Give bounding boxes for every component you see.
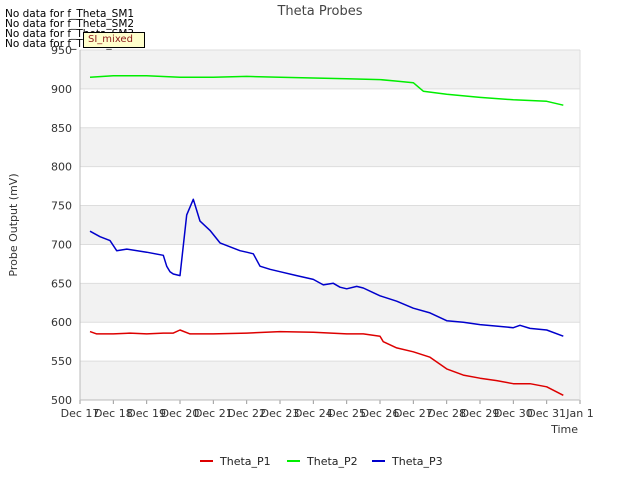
x-tick-label: Dec 31	[527, 407, 566, 420]
y-tick-label: 800	[51, 161, 72, 174]
x-tick-label: Dec 22	[227, 407, 266, 420]
x-tick-label: Dec 29	[461, 407, 500, 420]
series-line-theta-p3	[89, 198, 564, 337]
x-tick-label: Dec 27	[394, 407, 433, 420]
x-tick-label: Dec 18	[94, 407, 133, 420]
x-axis-label: Time	[550, 423, 578, 436]
legend-label: Theta_P3	[391, 455, 443, 468]
x-tick-label: Dec 25	[327, 407, 366, 420]
no-data-note: No data for f_Theta_SM2	[5, 18, 135, 30]
y-tick-label: 700	[51, 238, 72, 251]
x-tick-label: Dec 24	[294, 407, 333, 420]
x-tick-label: Dec 30	[494, 407, 533, 420]
x-tick-label: Dec 23	[261, 407, 300, 420]
y-tick-label: 500	[51, 394, 72, 407]
mixed-badge: SI_mixed	[83, 32, 145, 48]
y-tick-label: 600	[51, 316, 72, 329]
y-axis-label: Probe Output (mV)	[7, 173, 20, 276]
x-tick-label: Jan 1	[565, 407, 593, 420]
y-tick-label: 900	[51, 83, 72, 96]
grid-band	[80, 205, 580, 245]
legend-label: Theta_P1	[219, 455, 271, 468]
y-tick-label: 650	[51, 277, 72, 290]
legend-label: Theta_P2	[306, 455, 358, 468]
grid-band	[80, 127, 580, 167]
y-tick-label: 850	[51, 122, 72, 135]
y-tick-label: 550	[51, 355, 72, 368]
x-tick-label: Dec 20	[161, 407, 200, 420]
y-tick-label: 750	[51, 200, 72, 213]
x-tick-label: Dec 26	[361, 407, 400, 420]
grid-band	[80, 50, 580, 89]
grid-band	[80, 283, 580, 323]
series-line-theta-p2	[89, 74, 564, 106]
x-tick-label: Dec 28	[427, 407, 466, 420]
y-tick-label: 950	[51, 44, 72, 57]
x-tick-label: Dec 21	[194, 407, 233, 420]
chart-title: Theta Probes	[276, 4, 362, 19]
grid-band	[80, 361, 580, 400]
no-data-note: No data for f_Theta_SM1	[5, 8, 135, 20]
series-line-theta-p1	[89, 329, 564, 396]
x-tick-label: Dec 19	[127, 407, 166, 420]
x-tick-label: Dec 17	[61, 407, 100, 420]
